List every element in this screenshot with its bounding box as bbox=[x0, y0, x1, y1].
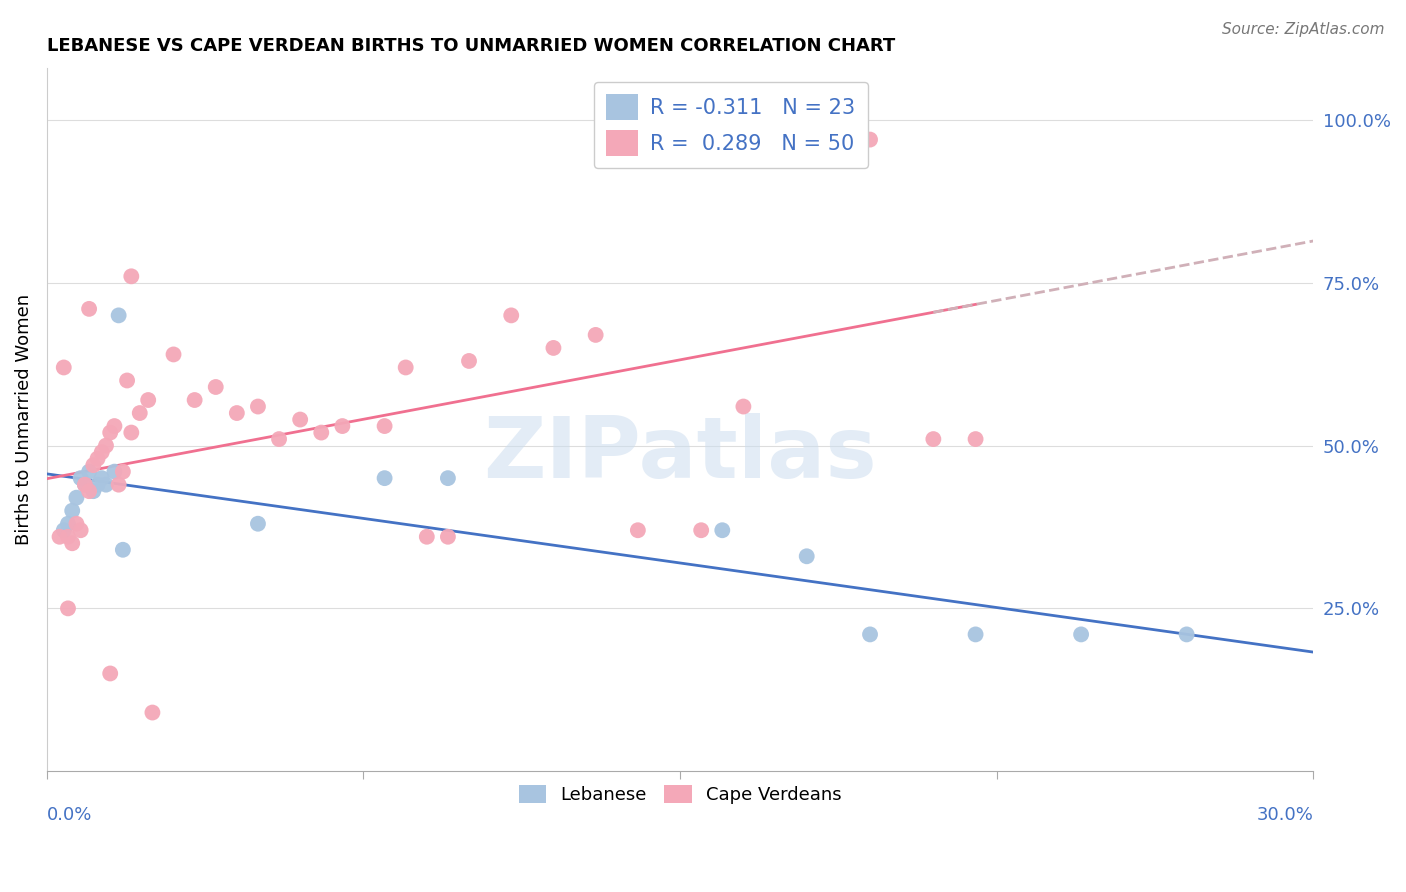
Text: 30.0%: 30.0% bbox=[1257, 806, 1313, 824]
Text: ZIPatlas: ZIPatlas bbox=[484, 413, 877, 496]
Point bbox=[103, 465, 125, 479]
Point bbox=[627, 523, 650, 537]
Point bbox=[543, 341, 565, 355]
Point bbox=[501, 309, 523, 323]
Point bbox=[98, 666, 121, 681]
Point bbox=[115, 374, 138, 388]
Point bbox=[86, 477, 108, 491]
Point bbox=[60, 536, 83, 550]
Point bbox=[48, 530, 70, 544]
Point bbox=[374, 471, 396, 485]
Point bbox=[246, 516, 269, 531]
Point bbox=[374, 419, 396, 434]
Point bbox=[311, 425, 333, 440]
Point bbox=[288, 412, 311, 426]
Point bbox=[225, 406, 247, 420]
Point bbox=[77, 465, 100, 479]
Point bbox=[141, 706, 163, 720]
Point bbox=[416, 530, 439, 544]
Point bbox=[711, 523, 734, 537]
Point bbox=[52, 360, 75, 375]
Point bbox=[86, 451, 108, 466]
Point bbox=[120, 269, 142, 284]
Point bbox=[183, 392, 205, 407]
Point bbox=[82, 458, 104, 472]
Point bbox=[111, 465, 134, 479]
Point bbox=[437, 530, 460, 544]
Point bbox=[733, 400, 755, 414]
Point bbox=[90, 471, 112, 485]
Point bbox=[73, 477, 96, 491]
Point bbox=[107, 477, 129, 491]
Text: Source: ZipAtlas.com: Source: ZipAtlas.com bbox=[1222, 22, 1385, 37]
Point bbox=[458, 354, 481, 368]
Point bbox=[690, 523, 713, 537]
Point bbox=[111, 542, 134, 557]
Point bbox=[52, 523, 75, 537]
Point bbox=[1070, 627, 1092, 641]
Point bbox=[859, 132, 882, 146]
Point bbox=[332, 419, 354, 434]
Point bbox=[775, 139, 797, 153]
Point bbox=[65, 491, 87, 505]
Text: LEBANESE VS CAPE VERDEAN BIRTHS TO UNMARRIED WOMEN CORRELATION CHART: LEBANESE VS CAPE VERDEAN BIRTHS TO UNMAR… bbox=[46, 37, 896, 55]
Point bbox=[94, 439, 117, 453]
Point bbox=[395, 360, 418, 375]
Point bbox=[120, 425, 142, 440]
Point bbox=[65, 516, 87, 531]
Point bbox=[859, 627, 882, 641]
Text: 0.0%: 0.0% bbox=[46, 806, 93, 824]
Point bbox=[77, 301, 100, 316]
Point bbox=[1175, 627, 1198, 641]
Point bbox=[162, 347, 184, 361]
Point bbox=[98, 425, 121, 440]
Point bbox=[965, 627, 987, 641]
Point bbox=[107, 309, 129, 323]
Point bbox=[128, 406, 150, 420]
Point bbox=[73, 477, 96, 491]
Point bbox=[94, 477, 117, 491]
Point bbox=[796, 549, 818, 564]
Point bbox=[56, 601, 79, 615]
Point bbox=[60, 504, 83, 518]
Point bbox=[90, 445, 112, 459]
Point bbox=[56, 516, 79, 531]
Point bbox=[103, 419, 125, 434]
Point bbox=[77, 484, 100, 499]
Point bbox=[437, 471, 460, 485]
Point bbox=[965, 432, 987, 446]
Point bbox=[69, 471, 91, 485]
Point bbox=[204, 380, 226, 394]
Point bbox=[817, 132, 839, 146]
Legend: Lebanese, Cape Verdeans: Lebanese, Cape Verdeans bbox=[512, 778, 849, 812]
Point bbox=[56, 530, 79, 544]
Point bbox=[585, 327, 607, 342]
Point bbox=[246, 400, 269, 414]
Point bbox=[267, 432, 290, 446]
Point bbox=[82, 484, 104, 499]
Point bbox=[136, 392, 159, 407]
Y-axis label: Births to Unmarried Women: Births to Unmarried Women bbox=[15, 294, 32, 545]
Point bbox=[922, 432, 945, 446]
Point bbox=[69, 523, 91, 537]
